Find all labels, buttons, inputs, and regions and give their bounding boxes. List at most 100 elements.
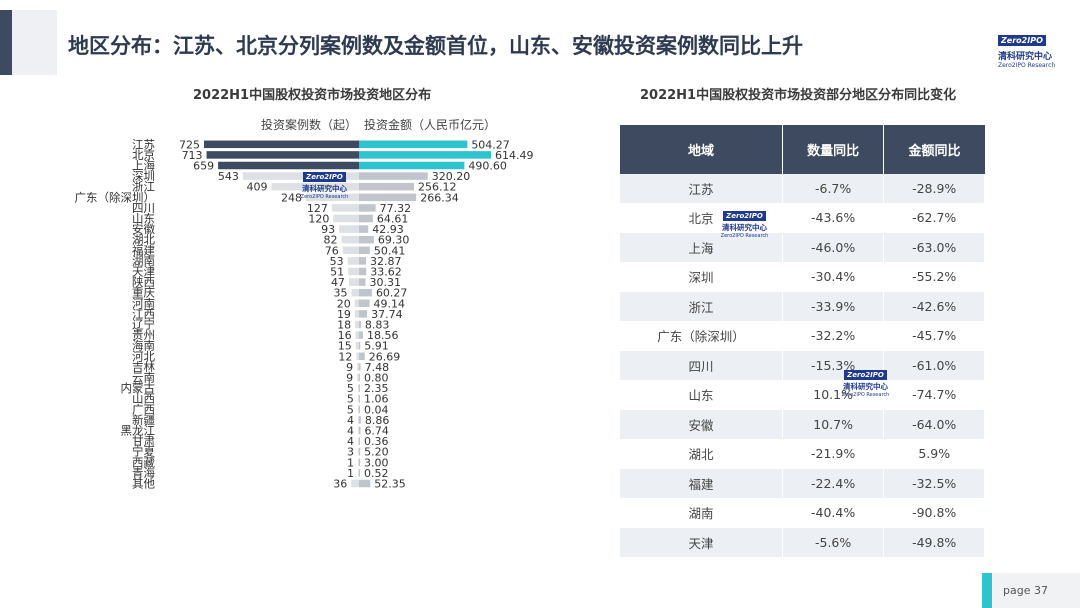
region-label: 海南 xyxy=(132,339,155,353)
case-label: 127 xyxy=(307,202,328,215)
right-table-subtitle: 2022H1中国股权投资市场投资部分地区分布同比变化 xyxy=(640,88,957,103)
watermark-logo: Zero2IPO 清科研究中心 Zero2IPO Research xyxy=(720,211,769,239)
region-label: 广东（除深圳） xyxy=(75,190,156,204)
amount-label: 0.36 xyxy=(364,435,389,448)
case-bar xyxy=(357,405,359,414)
amount-label: 37.74 xyxy=(371,308,403,321)
region-label: 四川 xyxy=(132,201,155,215)
amount-label: 26.69 xyxy=(369,350,401,363)
count-yoy-cell: -46.0% xyxy=(782,232,885,263)
amount-label: 6.74 xyxy=(364,425,389,438)
amount-bar xyxy=(359,479,371,488)
region-cell: 湖北 xyxy=(620,439,783,469)
watermark-logo: Zero2IPO 清科研究中心 Zero2IPO Research xyxy=(300,172,349,200)
region-cell: 湖南 xyxy=(620,498,783,528)
yoy-table: 地域 数量同比 金额同比 江苏 -6.7% -28.9% 北京 -43.6% -62.7%… xyxy=(620,125,985,558)
page-footer-bg xyxy=(992,573,1080,608)
amount-label: 5.91 xyxy=(364,340,389,353)
case-bar xyxy=(357,384,359,392)
amount-bar xyxy=(359,204,376,212)
count-yoy-cell: -32.2% xyxy=(782,321,885,351)
amount-bar xyxy=(359,172,428,180)
region-cell: 山东 xyxy=(620,380,783,410)
case-label: 4 xyxy=(347,425,354,438)
region-label: 云南 xyxy=(132,371,155,385)
amount-yoy-cell: -63.0% xyxy=(883,232,985,263)
case-bar xyxy=(204,140,359,149)
amount-yoy-cell: -49.8% xyxy=(883,527,985,558)
amount-label: 8.86 xyxy=(365,414,390,427)
region-label: 福建 xyxy=(132,243,155,257)
case-bar xyxy=(358,469,359,477)
case-label: 93 xyxy=(321,223,335,236)
case-bar xyxy=(351,288,359,297)
table-row: 上海 -46.0% -63.0% xyxy=(620,232,985,263)
amount-yoy-cell: -62.7% xyxy=(883,203,985,233)
region-label: 黑龙江 xyxy=(121,424,156,438)
table-row: 天津 -5.6% -49.8% xyxy=(620,527,985,558)
amount-label: 5.20 xyxy=(364,446,389,459)
region-label: 江西 xyxy=(132,307,155,321)
amount-label: 64.61 xyxy=(377,213,409,226)
amount-bar xyxy=(359,320,361,329)
case-label: 20 xyxy=(337,297,351,310)
case-label: 5 xyxy=(347,403,354,416)
count-yoy-cell: -43.6% xyxy=(782,203,885,233)
case-bar xyxy=(358,416,359,424)
count-yoy-cell: 10.1% xyxy=(782,380,885,410)
region-label: 甘肃 xyxy=(132,434,155,448)
case-bar xyxy=(348,267,359,276)
amount-bar xyxy=(359,182,415,191)
header-region: 地域 xyxy=(620,125,783,174)
amount-label: 52.35 xyxy=(374,478,406,491)
amount-bar xyxy=(359,278,366,286)
region-label: 吉林 xyxy=(132,360,155,374)
amount-yoy-cell: -55.2% xyxy=(883,262,985,292)
table-row: 湖南 -40.4% -90.8% xyxy=(620,498,985,528)
case-label: 15 xyxy=(338,340,352,353)
amount-label: 50.41 xyxy=(374,244,406,257)
amount-bar xyxy=(359,140,468,149)
region-label: 北京 xyxy=(132,148,155,162)
region-label: 内蒙古 xyxy=(121,381,156,395)
header-count-yoy: 数量同比 xyxy=(782,125,885,174)
amount-bar xyxy=(359,447,361,456)
region-cell: 江苏 xyxy=(620,174,783,204)
case-bar xyxy=(355,320,359,329)
amount-bar xyxy=(359,394,360,403)
case-bar xyxy=(357,373,359,382)
amount-label: 30.31 xyxy=(370,276,402,289)
case-bar xyxy=(206,151,359,159)
case-bar xyxy=(333,214,359,223)
case-label: 12 xyxy=(338,350,352,363)
header-amount-yoy: 金额同比 xyxy=(883,125,985,174)
case-bar xyxy=(358,437,359,445)
case-bar xyxy=(348,278,359,286)
region-label: 山西 xyxy=(132,392,155,406)
amount-bar xyxy=(359,310,368,318)
case-bar xyxy=(356,352,359,361)
amount-bar xyxy=(359,267,367,276)
region-cell: 浙江 xyxy=(620,291,783,322)
amount-bar xyxy=(359,416,361,424)
case-label: 3 xyxy=(347,446,354,459)
case-label: 1 xyxy=(347,467,354,480)
amount-label: 0.04 xyxy=(364,403,389,416)
amount-bar xyxy=(359,235,374,244)
case-bar xyxy=(357,394,359,403)
case-bar xyxy=(358,426,359,435)
case-bar xyxy=(355,341,359,350)
amount-label: 0.80 xyxy=(364,372,389,385)
amount-bar xyxy=(359,437,360,445)
case-bar xyxy=(341,235,359,244)
region-label: 陕西 xyxy=(132,275,155,289)
table-row: 山东 10.1% -74.7% xyxy=(620,380,985,410)
amount-yoy-cell: -90.8% xyxy=(883,498,985,528)
case-label: 16 xyxy=(338,329,352,342)
amount-bar xyxy=(359,363,361,371)
table-row: 江苏 -6.7% -28.9% xyxy=(620,174,985,204)
case-label: 18 xyxy=(337,319,351,332)
case-label: 47 xyxy=(331,276,345,289)
amount-bar xyxy=(359,151,491,159)
